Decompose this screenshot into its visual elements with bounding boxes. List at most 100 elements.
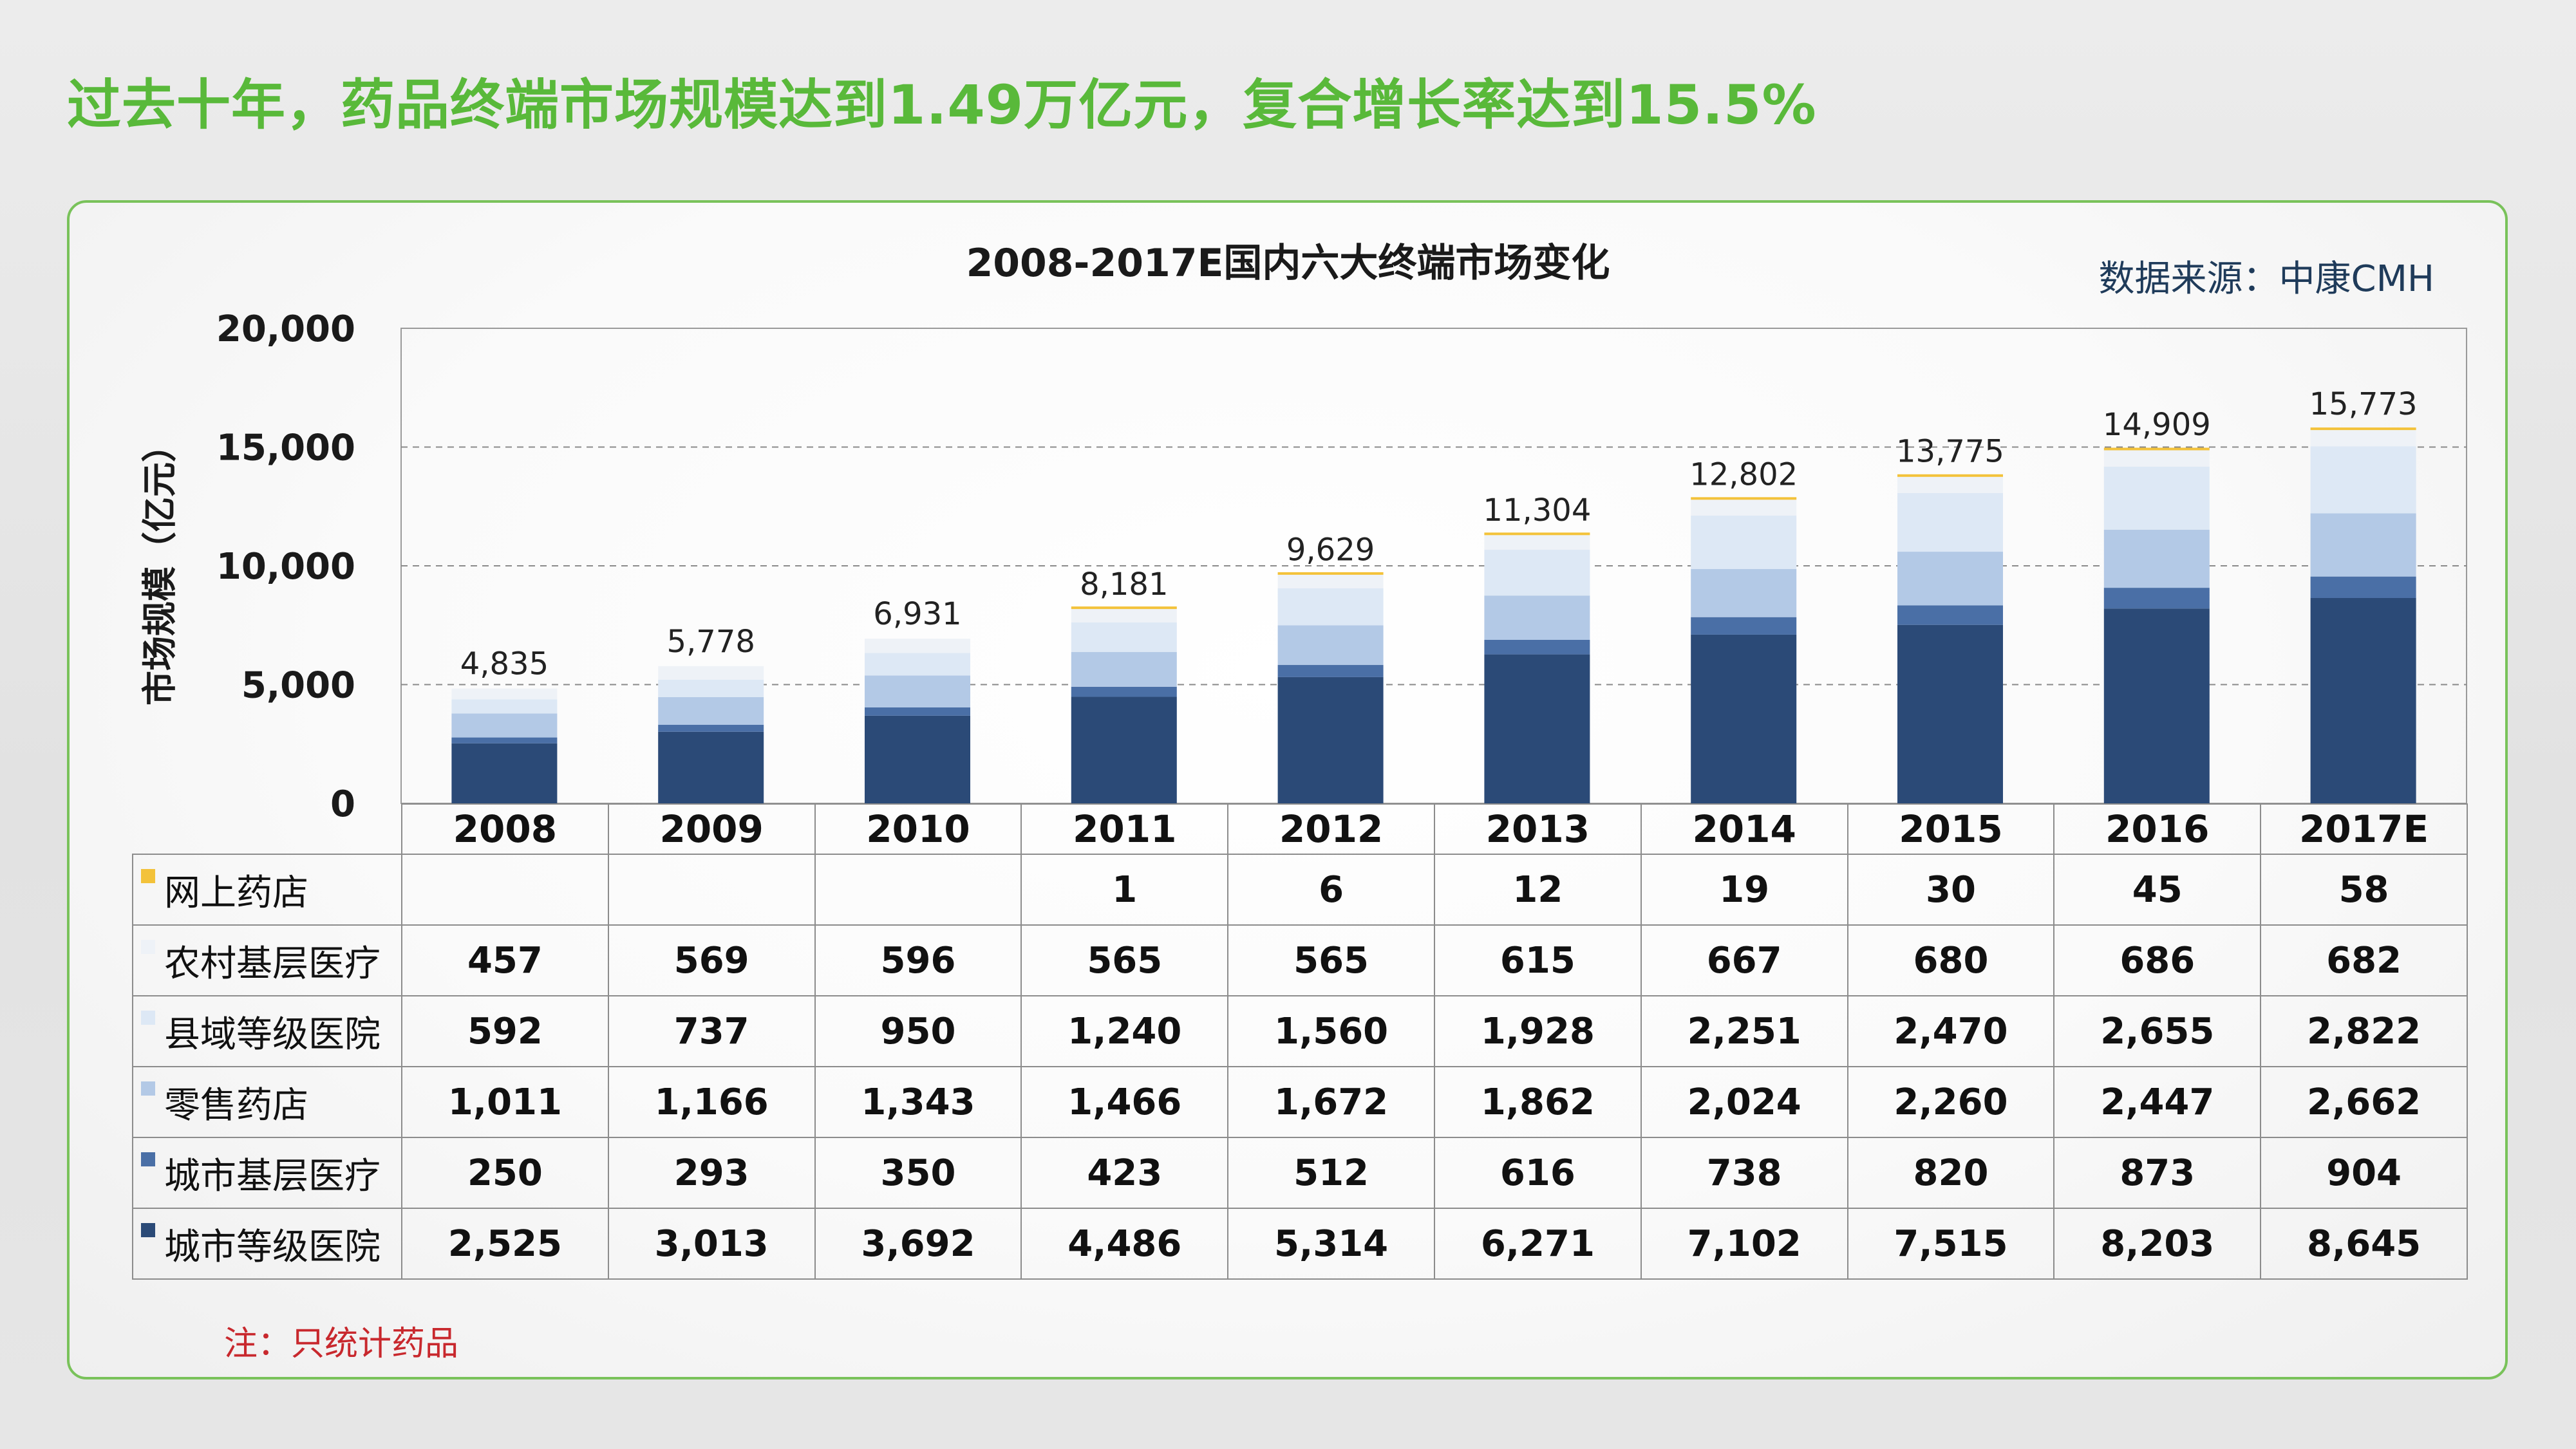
table-row: 城市等级医院 2,525 3,013 3,692 4,486 5,314 6,271 7,10… (132, 1208, 2468, 1280)
x-tick-label: 2009 (607, 803, 816, 855)
bar-total-label: 15,773 (2309, 386, 2418, 422)
table-row: 农村基层医疗 457 569 596 565 565 615 667 680 686 682 (132, 924, 2468, 996)
bar-segment (2103, 608, 2210, 803)
y-tick-label: 5,000 (241, 665, 355, 707)
bar-segment (1897, 492, 2003, 552)
bar-total-label: 13,775 (1896, 434, 2004, 470)
bar-total-label: 14,909 (2103, 407, 2211, 443)
table-cell: 2,655 (2053, 995, 2262, 1067)
x-tick-label: 2015 (1847, 803, 2055, 855)
bar-segment (2310, 597, 2416, 803)
table-cell: 457 (401, 924, 609, 996)
table-cell: 950 (814, 995, 1022, 1067)
chart-title: 2008-2017E国内六大终端市场变化 (966, 241, 1610, 286)
y-tick-label: 20,000 (216, 308, 355, 350)
table-cell: 592 (401, 995, 609, 1067)
bar-segment (2103, 447, 2210, 451)
table-row: 城市基层医疗 250 293 350 423 512 616 738 820 873 904 (132, 1137, 2468, 1209)
table-cell: 820 (1847, 1137, 2055, 1209)
bar-total-label: 5,778 (666, 624, 755, 660)
table-cell: 680 (1847, 924, 2055, 996)
bar-total-label: 8,181 (1080, 566, 1168, 603)
bar-segment (658, 666, 764, 680)
table-cell: 30 (1847, 854, 2055, 926)
footnote: 注：只统计药品 (224, 1325, 459, 1363)
bar-segment (1277, 572, 1384, 575)
table-cell (401, 854, 609, 926)
table-cell: 569 (607, 924, 816, 996)
table-cell: 1,560 (1227, 995, 1435, 1067)
table-cell: 596 (814, 924, 1022, 996)
bar-segment (2103, 450, 2210, 467)
bar-segment (1691, 515, 1797, 570)
bar-segment (451, 699, 558, 714)
bar-segment (2310, 446, 2416, 514)
table-cell: 2,822 (2260, 995, 2468, 1067)
x-tick-label: 2012 (1227, 803, 1435, 855)
table-cell: 1,343 (814, 1066, 1022, 1138)
table-cell: 19 (1640, 854, 1848, 926)
table-cell: 686 (2053, 924, 2262, 996)
bar-segment (865, 707, 970, 716)
table-cell: 6 (1227, 854, 1435, 926)
bar-segment (2310, 427, 2416, 431)
bar-segment (2310, 513, 2416, 577)
bar-segment (865, 639, 970, 653)
x-tick-label: 2008 (401, 803, 609, 855)
bar-total-label: 4,835 (460, 646, 549, 682)
table-cell: 8,645 (2260, 1208, 2468, 1280)
table-cell: 1,862 (1433, 1066, 1642, 1138)
bar-segment (1691, 634, 1797, 803)
page-headline: 过去十年，药品终端市场规模达到1.49万亿元，复合增长率达到15.5% (67, 73, 1817, 136)
table-corner (133, 804, 402, 855)
bar-segment (1071, 609, 1177, 623)
bar-segment (658, 696, 764, 725)
table-cell: 1,166 (607, 1066, 816, 1138)
table-row: 网上药店 1 6 12 19 30 45 58 (132, 854, 2468, 926)
bar-segment (1484, 532, 1590, 536)
legend-entry: 网上药店 (132, 854, 402, 926)
table-cell: 565 (1020, 924, 1229, 996)
table-cell: 2,447 (2053, 1066, 2262, 1138)
bar-segment (1691, 617, 1797, 635)
table-cell: 1,928 (1433, 995, 1642, 1067)
bar-segment (1691, 497, 1797, 500)
bar-segment (1897, 624, 2003, 803)
table-cell: 12 (1433, 854, 1642, 926)
table-cell: 1,672 (1227, 1066, 1435, 1138)
bar-segment (1484, 654, 1590, 803)
x-tick-label: 2016 (2053, 803, 2262, 855)
table-cell: 423 (1020, 1137, 1229, 1209)
table-cell: 293 (607, 1137, 816, 1209)
series-name: 农村基层医疗 (164, 942, 381, 985)
series-name: 城市等级医院 (164, 1226, 381, 1268)
bar-segment (451, 713, 558, 738)
bar-segment (1484, 639, 1590, 655)
bar-segment (1277, 677, 1384, 803)
bar-total-label: 11,304 (1483, 492, 1591, 528)
bar-segment (865, 653, 970, 676)
data-source: 数据来源：中康CMH (2098, 258, 2434, 300)
table-cell: 1,466 (1020, 1066, 1229, 1138)
table-cell: 738 (1640, 1137, 1848, 1209)
bar-segment (2310, 576, 2416, 598)
x-tick-label: 2017E (2260, 803, 2468, 855)
table-cell (607, 854, 816, 926)
series-name: 零售药店 (164, 1084, 308, 1126)
bar-total-label: 9,629 (1286, 532, 1375, 568)
table-cell: 512 (1227, 1137, 1435, 1209)
bar-segment (451, 688, 558, 700)
bar-segment (1897, 552, 2003, 606)
table-cell: 350 (814, 1137, 1022, 1209)
series-name: 县域等级医院 (164, 1013, 381, 1056)
table-cell: 2,525 (401, 1208, 609, 1280)
table-cell: 1,240 (1020, 995, 1229, 1067)
series-name: 城市基层医疗 (164, 1155, 381, 1197)
bar-segment (1691, 569, 1797, 617)
legend-swatch (141, 1010, 155, 1025)
table-cell: 2,662 (2260, 1066, 2468, 1138)
table-cell: 8,203 (2053, 1208, 2262, 1280)
table-cell: 565 (1227, 924, 1435, 996)
bar-segment (1277, 625, 1384, 666)
x-tick-label: 2011 (1020, 803, 1229, 855)
